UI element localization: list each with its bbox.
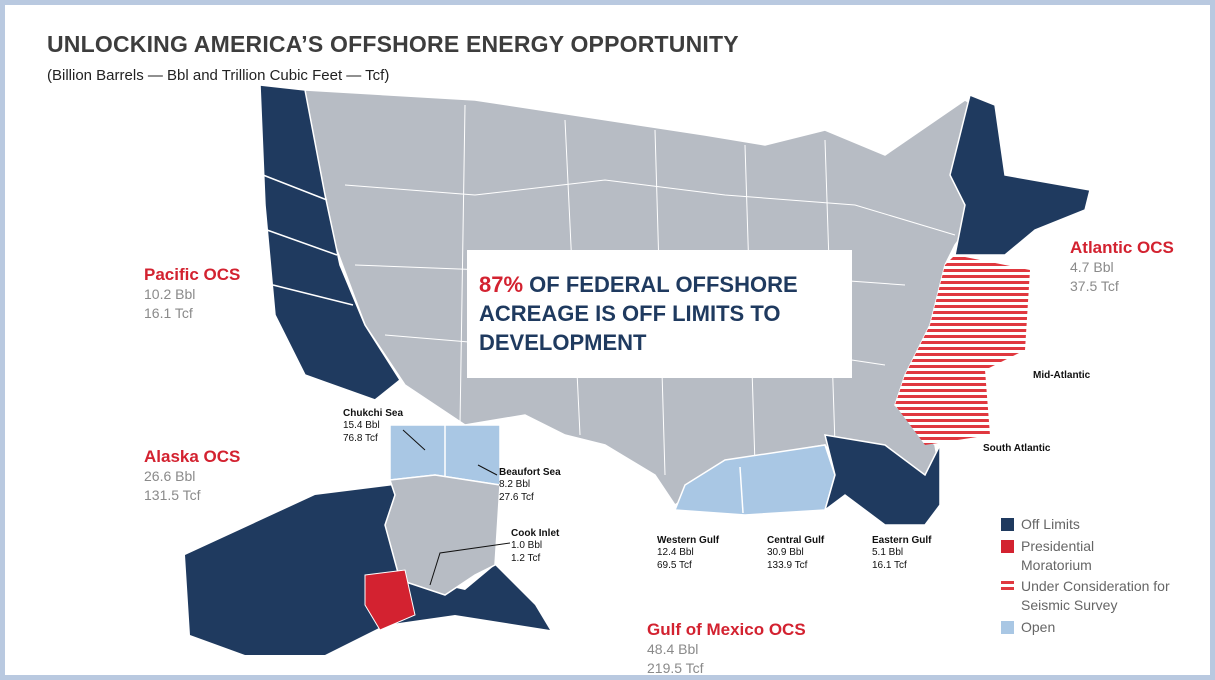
callout-percent: 87% [479, 272, 524, 297]
area-name: Chukchi Sea [343, 408, 404, 419]
region-gas: 131.5 Tcf [144, 487, 201, 503]
area-name: South Atlantic [983, 443, 1051, 454]
area-oil: 1.0 Bbl [511, 540, 543, 551]
subtitle: (Billion Barrels — Bbl and Trillion Cubi… [47, 67, 390, 84]
area-name: Central Gulf [767, 535, 825, 546]
region-oil: 26.6 Bbl [144, 468, 196, 484]
area-gas: 27.6 Tcf [499, 492, 534, 503]
eastern-gulf-off-limits [823, 434, 941, 526]
cook-inlet-moratorium [364, 569, 416, 631]
region-oil: 4.7 Bbl [1070, 259, 1114, 275]
area-name: Cook Inlet [511, 528, 560, 539]
area-oil: 30.9 Bbl [767, 547, 804, 558]
alaska-south-off-limits [185, 485, 550, 655]
area-label: Central Gulf 30.9 Bbl 133.9 Tcf [767, 535, 824, 572]
leader-lines [402, 429, 511, 586]
area-gas: 133.9 Tcf [767, 560, 808, 571]
region-oil: 48.4 Bbl [647, 641, 699, 657]
area-gas: 69.5 Tcf [657, 560, 692, 571]
legend-label: Presidential Moratorium [1021, 538, 1095, 573]
alaska [384, 474, 501, 596]
north-atlantic-off-limits [949, 93, 1091, 256]
legend-swatch [1001, 621, 1014, 634]
region-name: Gulf of Mexico OCS [647, 620, 806, 639]
callout-text: OF FEDERAL OFFSHORE ACREAGE IS OFF LIMIT… [479, 272, 798, 355]
area-oil: 12.4 Bbl [657, 547, 694, 558]
pacific-divisions [262, 174, 354, 306]
region-gas: 219.5 Tcf [647, 660, 704, 676]
region-label: Pacific OCS 10.2 Bbl 16.1 Tcf [144, 265, 240, 323]
area-label: Eastern Gulf 5.1 Bbl 16.1 Tcf [872, 535, 931, 572]
area-name: Mid-Atlantic [1033, 370, 1091, 381]
area-name: Beaufort Sea [499, 467, 561, 478]
area-label: Chukchi Sea 15.4 Bbl 76.8 Tcf [343, 408, 403, 445]
legend-swatch [1001, 540, 1014, 553]
region-oil: 10.2 Bbl [144, 286, 196, 302]
pacific-off-limits [259, 84, 401, 401]
area-name: Western Gulf [657, 535, 720, 546]
legend-swatch [1001, 518, 1014, 531]
area-oil: 8.2 Bbl [499, 479, 531, 490]
legend-label: Off Limits [1021, 516, 1080, 532]
region-name: Alaska OCS [144, 447, 241, 466]
region-label: Alaska OCS 26.6 Bbl 131.5 Tcf [144, 447, 240, 505]
gulf-division [739, 466, 744, 514]
area-oil: 15.4 Bbl [343, 420, 380, 431]
area-label: Western Gulf 12.4 Bbl 69.5 Tcf [657, 535, 719, 572]
callout: 87% OF FEDERAL OFFSHORE ACREAGE IS OFF L… [467, 250, 852, 378]
area-name: Eastern Gulf [872, 535, 932, 546]
area-oil: 5.1 Bbl [872, 547, 904, 558]
title: UNLOCKING AMERICA’S OFFSHORE ENERGY OPPO… [47, 31, 739, 57]
legend-swatch [1001, 580, 1014, 593]
atlantic-seismic [895, 255, 1030, 445]
area-label: Cook Inlet 1.0 Bbl 1.2 Tcf [511, 528, 559, 565]
legend-label: Open [1021, 619, 1056, 635]
area-label: Beaufort Sea 8.2 Bbl 27.6 Tcf [499, 467, 561, 504]
area-gas: 76.8 Tcf [343, 433, 378, 444]
area-gas: 1.2 Tcf [511, 553, 541, 564]
region-gas: 37.5 Tcf [1070, 278, 1119, 294]
region-gas: 16.1 Tcf [144, 305, 193, 321]
region-label: Atlantic OCS 4.7 Bbl 37.5 Tcf [1070, 238, 1174, 296]
region-name: Pacific OCS [144, 265, 241, 284]
region-label: Gulf of Mexico OCS 48.4 Bbl 219.5 Tcf [647, 620, 806, 676]
area-gas: 16.1 Tcf [872, 560, 907, 571]
legend-label: Under Consideration for Seismic Survey [1021, 578, 1170, 613]
region-name: Atlantic OCS [1070, 238, 1174, 257]
